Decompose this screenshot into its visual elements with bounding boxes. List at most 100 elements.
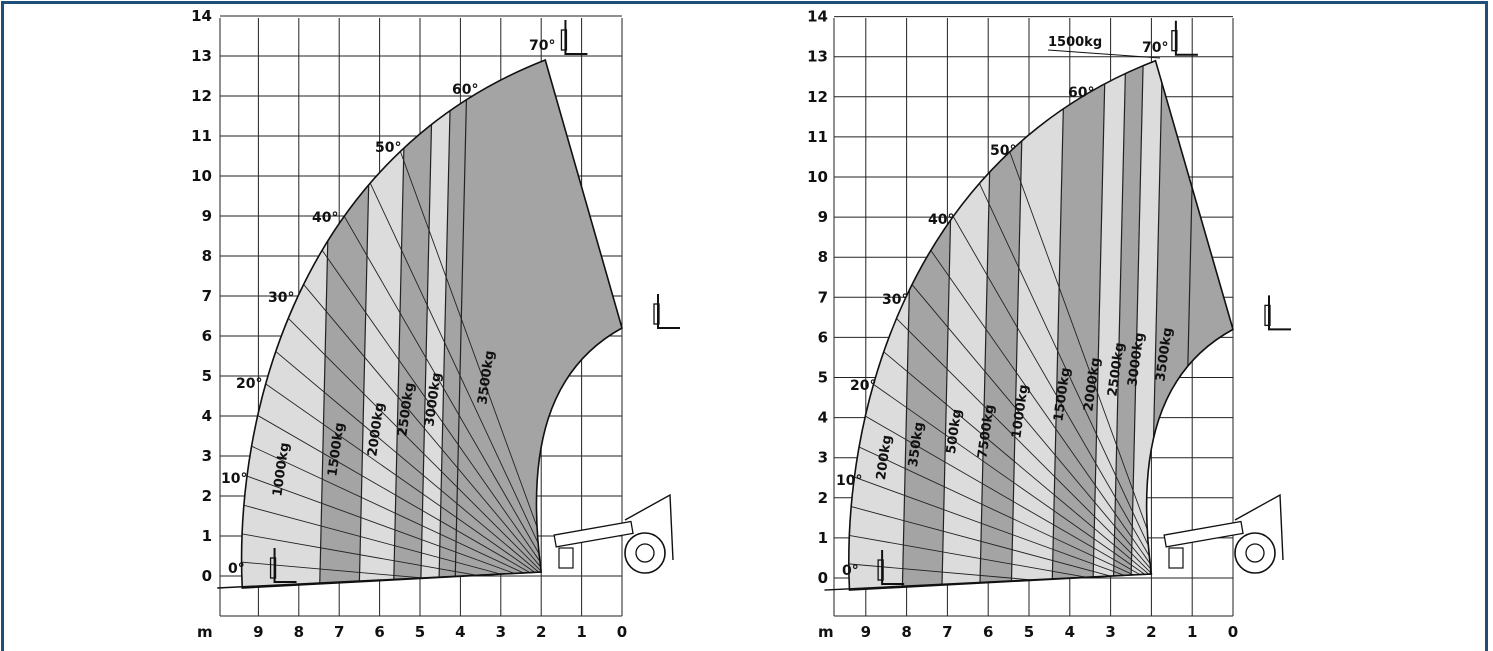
fork-carriage xyxy=(877,559,884,581)
angle-label: 60° xyxy=(452,82,478,98)
fork-carriage xyxy=(653,303,660,325)
x-tick-label: 3 xyxy=(496,623,506,641)
y-tick-label: 8 xyxy=(818,248,828,266)
angle-ray xyxy=(241,139,561,588)
angle-ray xyxy=(848,141,1171,591)
x-tick-label: 8 xyxy=(294,623,304,641)
carriage xyxy=(558,547,574,569)
boom xyxy=(553,520,634,548)
load-label: 3000kg xyxy=(1125,332,1147,388)
angle-ray xyxy=(241,281,561,588)
angle-ray xyxy=(848,60,1171,591)
fork-icon xyxy=(269,548,297,583)
y-tick-label: 0 xyxy=(202,567,212,585)
y-tick-label: 1 xyxy=(202,527,212,545)
x-tick-label: 4 xyxy=(455,623,465,641)
x-unit-label: m xyxy=(197,623,213,641)
load-envelope xyxy=(824,59,1234,591)
y-tick-label: 12 xyxy=(807,88,828,106)
angle-label: 70° xyxy=(529,38,555,54)
load-zone-3000kg xyxy=(1130,60,1164,591)
angle-label: 50° xyxy=(990,143,1016,159)
load-zone-2000kg xyxy=(1092,60,1127,591)
angle-label: 40° xyxy=(928,212,954,228)
y-tick-label: 2 xyxy=(202,487,212,505)
load-label: 2500kg xyxy=(395,382,417,438)
load-zone-2500kg xyxy=(1112,60,1145,591)
fork-carriage xyxy=(560,29,568,51)
fork-path xyxy=(1268,295,1291,331)
load-label: 3500kg xyxy=(475,350,497,406)
load-label: 7500kg xyxy=(975,404,997,460)
cab xyxy=(624,493,674,561)
load-label: 1500kg xyxy=(1051,367,1073,423)
angle-label: 60° xyxy=(1068,85,1094,101)
x-tick-label: 9 xyxy=(861,623,871,641)
load-zone-1000kg xyxy=(1010,60,1066,591)
angle-labels: 0° 10° 20° 30° 40° 50° 60° 70° xyxy=(221,38,555,577)
x-tick-label: 1 xyxy=(1187,623,1197,641)
wheel-hub xyxy=(1245,543,1265,563)
y-tick-label: 0 xyxy=(818,569,828,587)
angle-label: 20° xyxy=(236,376,262,392)
telehandler-icon xyxy=(1163,493,1284,574)
x-tick-label: 0 xyxy=(617,623,627,641)
top-load-leader xyxy=(1047,49,1161,59)
angle-ray xyxy=(848,60,1171,591)
load-label: 350kg xyxy=(906,421,927,468)
x-tick-label: 3 xyxy=(1105,623,1115,641)
load-label: 2500kg xyxy=(1105,342,1127,398)
angle-label: 30° xyxy=(268,290,294,306)
zone-boundary xyxy=(1112,60,1128,591)
fork-carriage xyxy=(1171,30,1178,52)
load-label: 200kg xyxy=(874,434,895,481)
x-tick-label: 4 xyxy=(1065,623,1075,641)
y-tick-label: 14 xyxy=(191,7,212,25)
boom-base-line xyxy=(824,573,1152,591)
load-label: 500kg xyxy=(944,408,965,455)
zone-boundary xyxy=(437,60,453,588)
x-tick-label: 1 xyxy=(576,623,586,641)
angle-ray xyxy=(848,283,1171,591)
y-tick-label: 13 xyxy=(807,48,828,66)
y-tick-label: 4 xyxy=(202,407,212,425)
load-label: 3000kg xyxy=(422,372,444,428)
load-label: 1500kg xyxy=(325,422,347,478)
load-labels: 200kg 350kg 500kg 7500kg 1000kg 1500kg 2000kg 2… xyxy=(874,327,1176,481)
top-load-label: 1500kg xyxy=(1048,35,1102,50)
load-labels: 1000kg 1500kg 2000kg 2500kg 3000kg 3500kg xyxy=(270,350,497,498)
angle-ray xyxy=(241,433,561,588)
angle-label: 0° xyxy=(228,561,245,577)
x-unit-label: m xyxy=(818,623,834,641)
x-axis: 9 8 7 6 5 4 3 2 1 0 m xyxy=(197,623,627,641)
carriage xyxy=(1168,547,1184,569)
angle-ray xyxy=(848,75,1171,591)
x-tick-label: 5 xyxy=(1024,623,1034,641)
fork-path xyxy=(881,550,905,586)
load-zone-3000kg xyxy=(420,60,453,588)
load-label: 1000kg xyxy=(1009,384,1031,440)
x-tick-label: 0 xyxy=(1228,623,1238,641)
zone-boundary xyxy=(453,60,469,588)
wheel-hub xyxy=(635,543,655,563)
y-tick-label: 2 xyxy=(818,489,828,507)
fork-icon xyxy=(1171,20,1198,56)
y-tick-label: 11 xyxy=(191,127,212,145)
angle-ray xyxy=(251,60,561,588)
y-tick-label: 8 xyxy=(202,247,212,265)
y-tick-label: 13 xyxy=(191,47,212,65)
envelope-outline xyxy=(240,58,623,589)
load-label: 3500kg xyxy=(1153,327,1175,383)
fork-path xyxy=(1174,20,1198,56)
y-tick-label: 7 xyxy=(202,287,212,305)
fork-icon xyxy=(653,294,680,329)
y-tick-label: 14 xyxy=(807,8,828,26)
x-tick-label: 8 xyxy=(901,623,911,641)
angle-label: 30° xyxy=(882,292,908,308)
angle-ray xyxy=(848,513,1171,591)
fork-carriage xyxy=(1264,304,1271,327)
